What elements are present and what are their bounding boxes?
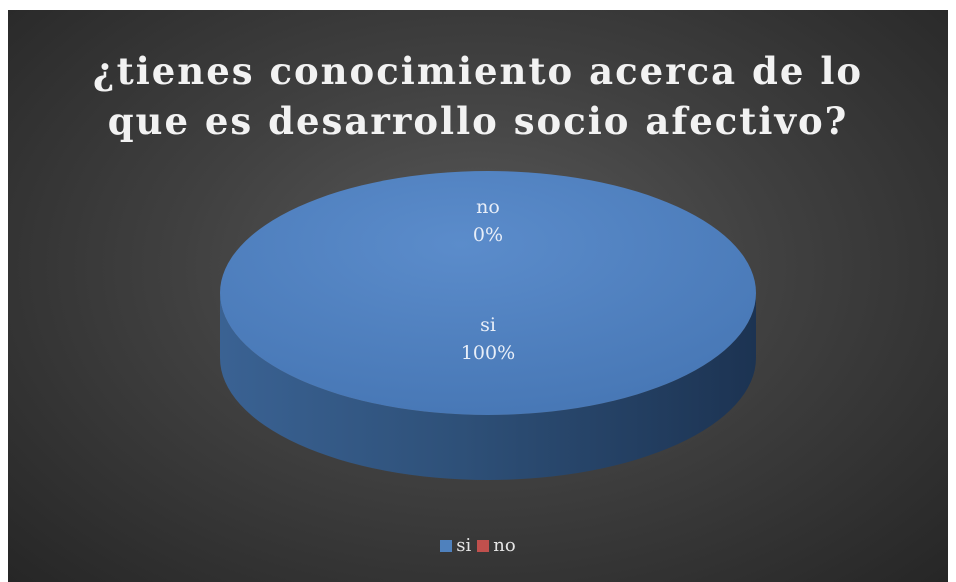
pie-slice-si-side (220, 293, 756, 480)
pie-slice-si (220, 171, 756, 415)
chart-title: ¿tienes conocimiento acerca de lo que es… (8, 46, 948, 146)
legend-item-si: si (440, 535, 471, 556)
legend-item-no: no (477, 535, 516, 556)
data-label-si-percent: 100% (461, 342, 515, 364)
legend-label-si: si (456, 535, 472, 556)
legend-swatch-si (440, 539, 453, 552)
data-label-si-category: si (480, 314, 496, 336)
data-label-no-category: no (476, 196, 500, 218)
chart-title-line-2: que es desarrollo socio afectivo? (107, 99, 849, 143)
pie-chart: no 0% si 100% (220, 171, 756, 480)
chart-title-line-1: ¿tienes conocimiento acerca de lo (92, 49, 864, 93)
data-label-no-percent: 0% (473, 224, 503, 246)
legend: si no (8, 535, 948, 556)
chart-area: ¿tienes conocimiento acerca de lo que es… (8, 10, 948, 582)
legend-label-no: no (493, 535, 516, 556)
legend-swatch-no (477, 539, 490, 552)
